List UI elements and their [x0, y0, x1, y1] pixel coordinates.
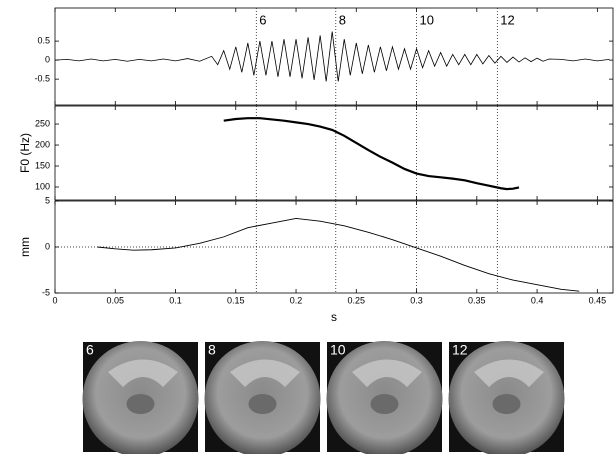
- x-tick-label: 0.4: [531, 295, 544, 305]
- y-tick-label: -5: [42, 287, 50, 297]
- x-axis-label: s: [331, 310, 337, 324]
- data-line: [97, 218, 580, 292]
- x-tick-label: 0.1: [169, 295, 182, 305]
- tissue: [474, 359, 544, 387]
- frame-marker-label: 12: [500, 12, 514, 27]
- frame-marker-label: 10: [420, 12, 434, 27]
- plot-area: [54, 7, 614, 106]
- y-tick-label: 0: [45, 54, 50, 64]
- x-tick-label: 0.45: [589, 295, 607, 305]
- frame-label: 10: [330, 342, 346, 358]
- data-line: [223, 117, 520, 191]
- x-tick-label: 0.05: [106, 295, 124, 305]
- x-tick-label: 0.25: [348, 295, 366, 305]
- y-tick-label: 150: [35, 160, 50, 170]
- x-tick-label: 0: [52, 295, 57, 305]
- y-tick-label: 0: [45, 241, 50, 251]
- plot-area: [54, 105, 614, 201]
- x-tick-label: 0.35: [468, 295, 486, 305]
- frame-label: 6: [86, 342, 94, 358]
- glottis: [248, 394, 277, 414]
- frame-marker-label: 8: [339, 12, 346, 27]
- y-axis-label: mm: [18, 237, 32, 257]
- y-tick-label: 5: [45, 195, 50, 205]
- x-tick-label: 0.15: [227, 295, 245, 305]
- y-tick-label: 100: [35, 181, 50, 191]
- tissue: [230, 359, 300, 387]
- y-axis-label: F0 (Hz): [18, 133, 32, 173]
- y-tick-label: 0.5: [37, 35, 50, 45]
- x-tick-label: 0.2: [290, 295, 303, 305]
- y-tick-label: 250: [35, 118, 50, 128]
- tissue: [108, 359, 178, 387]
- frame-label: 8: [208, 342, 216, 358]
- glottis: [370, 394, 399, 414]
- glottis: [492, 394, 521, 414]
- data-line: [54, 31, 610, 82]
- y-tick-label: -0.5: [34, 74, 50, 84]
- frame-label: 12: [452, 342, 468, 358]
- tissue: [352, 359, 422, 387]
- x-tick-label: 0.3: [410, 295, 423, 305]
- frame-marker-label: 6: [259, 12, 266, 27]
- y-tick-label: 200: [35, 139, 50, 149]
- glottis: [126, 394, 155, 414]
